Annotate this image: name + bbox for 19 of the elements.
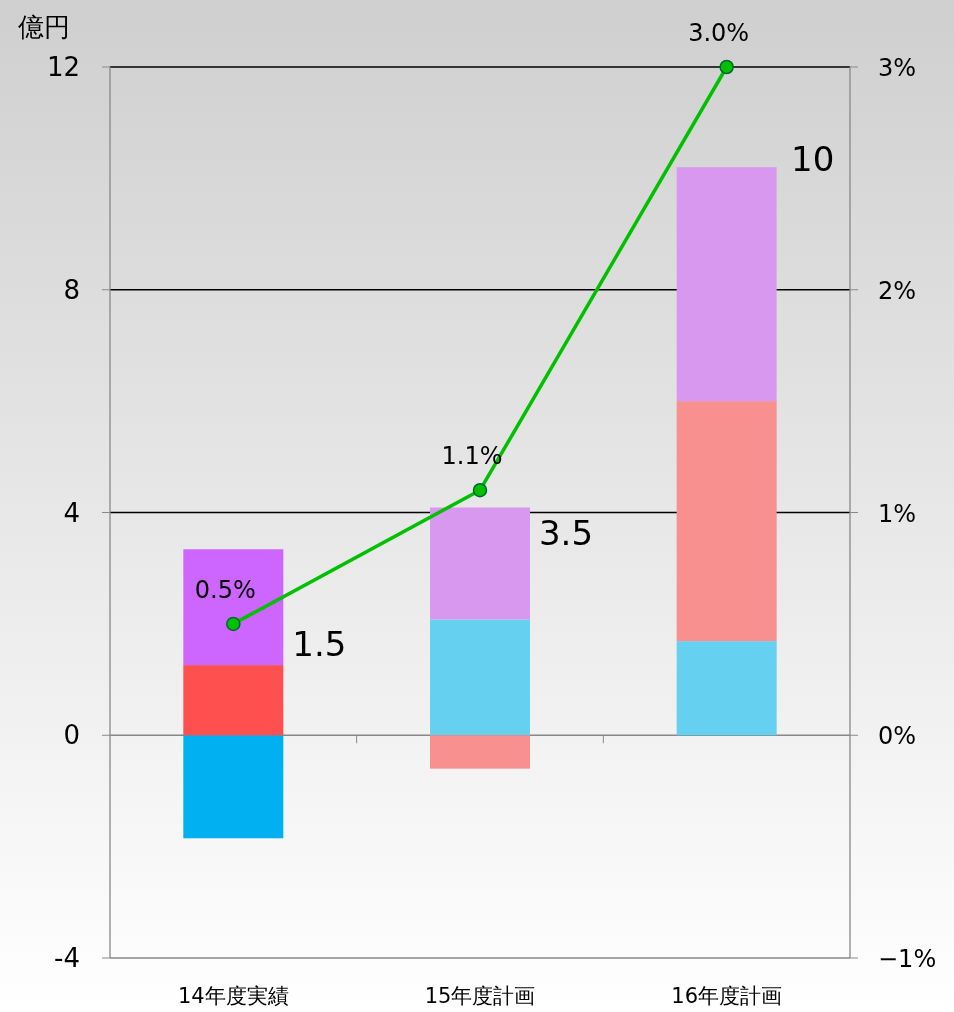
y2-tick-label: 2% [878,276,917,305]
total-label: 3.5 [538,512,594,553]
x-tick-label: 16年度計画 [671,984,783,1008]
y-tick-label: -4 [54,943,80,973]
data-label: 3.0% [688,19,750,47]
data-label: 0.5% [194,575,256,604]
y2-tick-label: 0% [878,722,917,751]
x-tick-label: 14年度実績 [177,984,289,1008]
y2-tick-label: 3% [878,54,917,82]
y-tick-label: 0 [63,720,80,751]
y-tick-label: 8 [63,274,80,305]
y-axis-title: 億円 [18,12,70,42]
y2-tick-label: −1% [878,945,937,973]
y2-tick-label: 1% [878,499,917,528]
x-tick-label: 15年度計画 [424,984,536,1008]
y-tick-label: 12 [46,52,80,82]
y-tick-label: 4 [63,497,80,528]
total-label: 1.5 [292,624,347,665]
total-label: 10 [791,139,835,180]
